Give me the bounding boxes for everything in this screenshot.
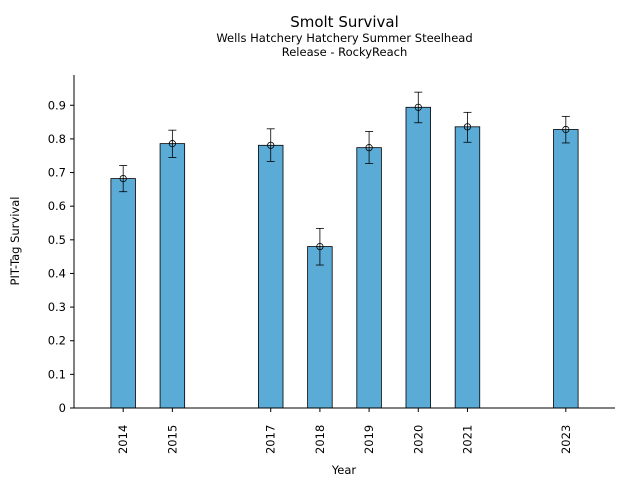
chart-title: Smolt Survival: [290, 13, 399, 31]
y-tick-label-0.6: 0.6: [48, 199, 66, 213]
y-tick-label-0.3: 0.3: [48, 300, 66, 314]
point-marker-2018: [316, 242, 324, 251]
x-tick-label-2019: 2019: [362, 425, 376, 454]
y-tick-label-0.4: 0.4: [48, 266, 66, 280]
y-tick-label-0.7: 0.7: [48, 166, 66, 180]
bar-2017: [258, 144, 284, 409]
x-tick-label-2023: 2023: [559, 425, 573, 454]
bar-2023: [553, 129, 579, 409]
y-tick-label-0: 0: [59, 401, 66, 415]
bar-2014: [110, 178, 136, 409]
point-marker-2020: [414, 103, 422, 111]
bar-2019: [356, 147, 382, 409]
y-tick-label-0.8: 0.8: [48, 132, 66, 146]
bar-2015: [159, 143, 186, 409]
y-tick-label-0.5: 0.5: [48, 233, 66, 247]
point-marker-2021: [463, 123, 472, 131]
point-marker-2015: [168, 140, 176, 148]
bar-2018: [307, 246, 333, 409]
axes-layer: [73, 75, 615, 409]
point-marker-2023: [562, 125, 570, 134]
y-axis-label: PIT-Tag Survival: [8, 197, 22, 286]
x-tick-label-2015: 2015: [165, 425, 179, 454]
x-tick-label-2021: 2021: [460, 425, 474, 454]
point-marker-2019: [365, 144, 373, 152]
bar-2021: [454, 126, 481, 409]
y-tick-label-0.2: 0.2: [48, 334, 66, 348]
chart-subtitle-line-1: Wells Hatchery Hatchery Summer Steelhead: [216, 31, 473, 45]
error-bars-layer: [119, 91, 570, 266]
x-tick-label-2014: 2014: [116, 425, 130, 454]
chart-subtitle-line-2: Release - RockyReach: [281, 45, 408, 59]
point-marker-2014: [119, 175, 127, 183]
y-tick-label-0.9: 0.9: [48, 98, 66, 112]
bars-layer: [110, 106, 579, 409]
x-tick-label-2020: 2020: [411, 425, 425, 454]
point-marker-2017: [267, 141, 275, 149]
y-tick-label-0.1: 0.1: [48, 367, 66, 381]
x-tick-label-2018: 2018: [313, 425, 327, 454]
x-axis-label: Year: [331, 463, 357, 477]
bar-2020: [405, 106, 431, 409]
x-tick-label-2017: 2017: [264, 425, 278, 454]
y-ticks-layer: 0 0.1 0.2 0.3 0.4 0.5 0.6 0.7 0.8 0.9: [48, 98, 74, 415]
x-ticks-layer: 2014 2015 2017 2018 2019 2020 2021 2023: [116, 408, 573, 454]
